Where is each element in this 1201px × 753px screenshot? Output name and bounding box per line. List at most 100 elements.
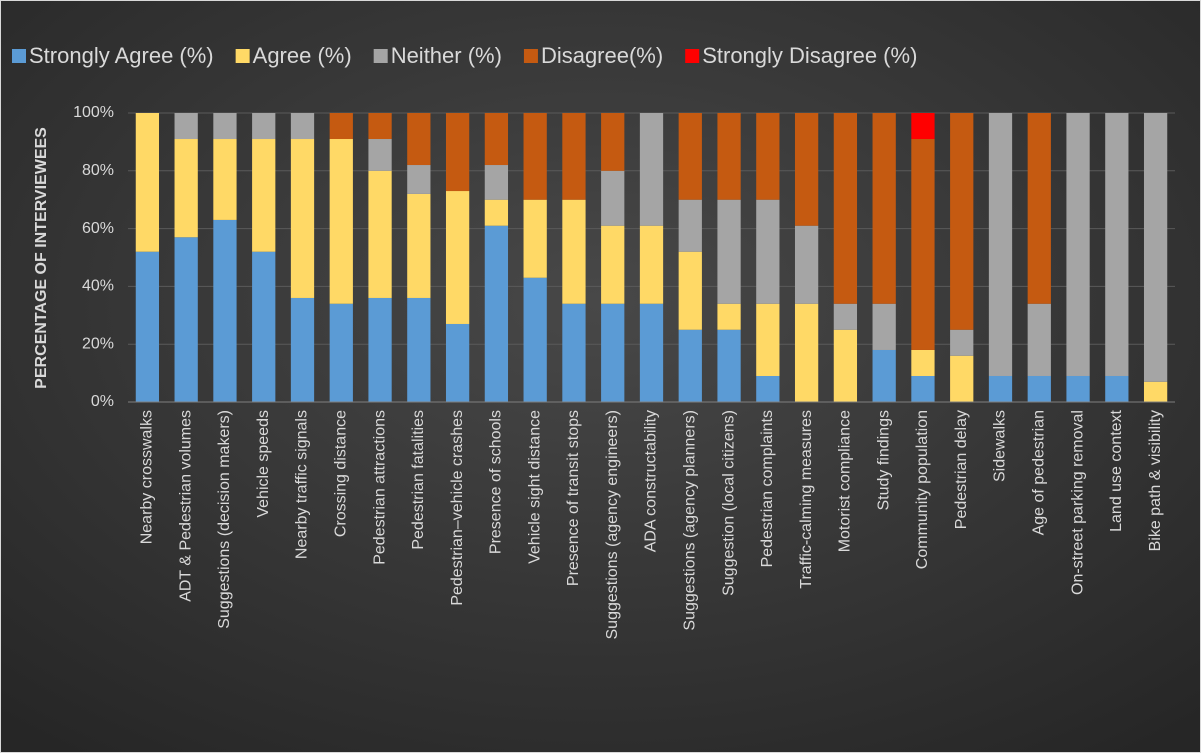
bar-segment [445, 323, 470, 402]
x-tick-label: Vehicle sight distance [526, 410, 543, 564]
bar-segment [290, 113, 315, 140]
bar-segment [717, 303, 741, 330]
bar-segment [678, 113, 702, 200]
bar-segment [678, 251, 702, 330]
bar-segment [601, 303, 625, 402]
legend-label: Disagree(%) [541, 43, 663, 68]
x-tick-label: ADA constructability [643, 410, 660, 552]
bar-segment [135, 113, 160, 252]
x-tick-label: Pedestrian fatalities [410, 410, 427, 550]
bar-segment [484, 165, 509, 200]
bar-segment [135, 251, 160, 402]
x-tick-label: Crossing distance [332, 410, 349, 537]
y-tick-label: 40% [82, 278, 114, 295]
bar-segment [988, 113, 1013, 376]
bar-segment [639, 113, 664, 226]
bar-segment [407, 297, 431, 402]
bar-segment [1027, 375, 1051, 402]
bar-segment [407, 113, 431, 166]
bar-segment [833, 303, 858, 330]
bar-segment [368, 170, 392, 298]
bar-segment [252, 113, 276, 140]
bar-segment [329, 113, 353, 140]
bar-segment [756, 113, 780, 200]
bar-segment [1027, 113, 1051, 304]
bar-segment [523, 277, 547, 402]
x-tick-label: Nearby traffic signals [294, 410, 311, 559]
bar-segment [872, 113, 896, 304]
legend-swatch [373, 49, 388, 63]
x-tick-label: Suggestions (decision makers) [216, 410, 233, 629]
bar-segment [756, 375, 780, 402]
bar-segment [407, 165, 431, 194]
x-tick-label: Sidewalks [992, 410, 1009, 482]
bar-segment [1066, 375, 1090, 402]
legend-swatch [685, 49, 700, 63]
bar-segment [911, 349, 935, 376]
bar-segment [1105, 375, 1129, 402]
bar-segment [601, 225, 625, 304]
bar-segment [368, 297, 392, 402]
y-tick-label: 0% [91, 393, 114, 410]
x-tick-label: Motorist compliance [837, 410, 854, 552]
x-tick-label: ADT & Pedestrian volumes [177, 410, 194, 602]
bar-segment [794, 113, 819, 226]
x-tick-label: Age of pedestrian [1030, 410, 1047, 535]
x-tick-label: Suggestions (agency engineers) [604, 410, 621, 639]
bar-segment [950, 113, 974, 330]
bar-segment [1105, 113, 1129, 376]
bar-segment [368, 139, 392, 171]
bar-segment [756, 199, 780, 304]
x-tick-label: Presence of transit stops [565, 410, 582, 586]
y-tick-label: 80% [82, 162, 114, 179]
x-tick-label: Study findings [875, 410, 892, 511]
x-tick-label: Pedestrian–vehicle crashes [449, 410, 466, 606]
bar-segment [407, 193, 431, 298]
x-tick-label: Vehicle speeds [255, 410, 272, 518]
x-tick-label: On-street parking removal [1069, 410, 1086, 595]
bar-segment [445, 113, 470, 192]
x-tick-label: Traffic-calming measures [798, 410, 815, 589]
bar-segment [1027, 303, 1051, 376]
bar-segment [678, 329, 702, 402]
x-tick-label: Pedestrian delay [953, 410, 970, 529]
bar-segment [639, 303, 664, 402]
bar-segment [601, 113, 625, 171]
legend-swatch [235, 49, 250, 63]
bar-segment [484, 199, 509, 226]
legend-swatch [12, 49, 26, 63]
bar-segment [329, 139, 353, 304]
bar-segment [833, 113, 858, 304]
legend-label: Neither (%) [391, 43, 502, 68]
bar-segment [174, 139, 198, 238]
x-tick-label: Land use context [1108, 409, 1125, 531]
x-tick-label: Suggestion (local citizens) [720, 410, 737, 596]
bar-segment [950, 355, 974, 402]
bar-segment [290, 139, 315, 298]
bar-segment [484, 225, 509, 402]
x-tick-label: Community population [914, 410, 931, 569]
y-axis-label: PERCENTAGE OF INTERVIEWEES [33, 127, 50, 389]
x-tick-label: Suggestions (agency planners) [681, 410, 698, 631]
y-tick-label: 20% [82, 335, 114, 352]
x-tick-label: Bike path & visibility [1147, 410, 1164, 551]
x-tick-label: Pedestrian attractions [371, 410, 388, 565]
x-tick-label: Presence of schools [488, 410, 505, 554]
bar-segment [368, 113, 392, 140]
bar-segment [213, 113, 237, 140]
bar-segment [174, 237, 198, 402]
bar-segment [329, 303, 353, 402]
bar-segment [1066, 113, 1090, 376]
bar-segment [445, 191, 470, 324]
bar-segment [290, 297, 315, 402]
x-tick-label: Nearby crosswalks [139, 410, 156, 544]
bar-segment [872, 349, 896, 402]
bar-segment [562, 199, 586, 304]
bar-segment [213, 219, 237, 402]
bar-segment [562, 113, 586, 200]
bar-segment [601, 170, 625, 226]
bar-segment [678, 199, 702, 252]
legend-label: Strongly Agree (%) [29, 43, 214, 68]
bar-segment [794, 225, 819, 304]
